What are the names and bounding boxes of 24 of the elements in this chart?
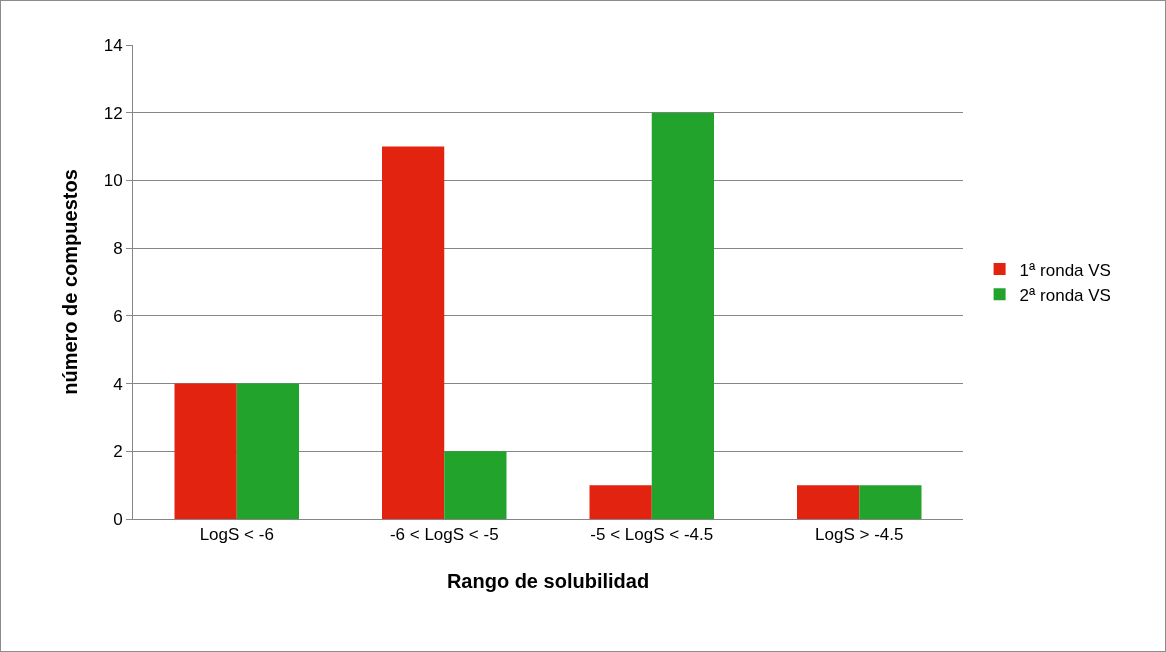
y-tick-label: 8 — [113, 239, 123, 259]
bar — [236, 383, 299, 519]
x-axis-title: Rango de solubilidad — [446, 569, 650, 592]
legend-label: 1ª ronda VS — [1019, 260, 1111, 280]
bar — [174, 383, 237, 519]
bar — [651, 112, 714, 519]
legend-label: 2ª ronda VS — [1019, 285, 1111, 305]
x-tick-label: -5 < LogS < -4.5 — [590, 525, 714, 545]
y-tick-label: 0 — [113, 509, 123, 529]
x-tick-label: -6 < LogS < -5 — [389, 525, 499, 545]
bar — [589, 485, 652, 519]
y-tick-label: 6 — [113, 306, 123, 326]
bar — [382, 146, 445, 519]
y-tick-label: 4 — [113, 374, 123, 394]
bar — [444, 451, 507, 519]
x-tick-label: LogS < -6 — [199, 525, 274, 545]
y-tick-label: 12 — [103, 103, 123, 123]
bar — [797, 485, 860, 519]
y-tick-label: 14 — [103, 35, 123, 55]
y-tick-label: 10 — [103, 171, 123, 191]
y-axis-title: número de compuestos — [59, 169, 82, 395]
x-tick-label: LogS > -4.5 — [815, 525, 904, 545]
bar — [859, 485, 922, 519]
y-tick-label: 2 — [113, 442, 123, 462]
